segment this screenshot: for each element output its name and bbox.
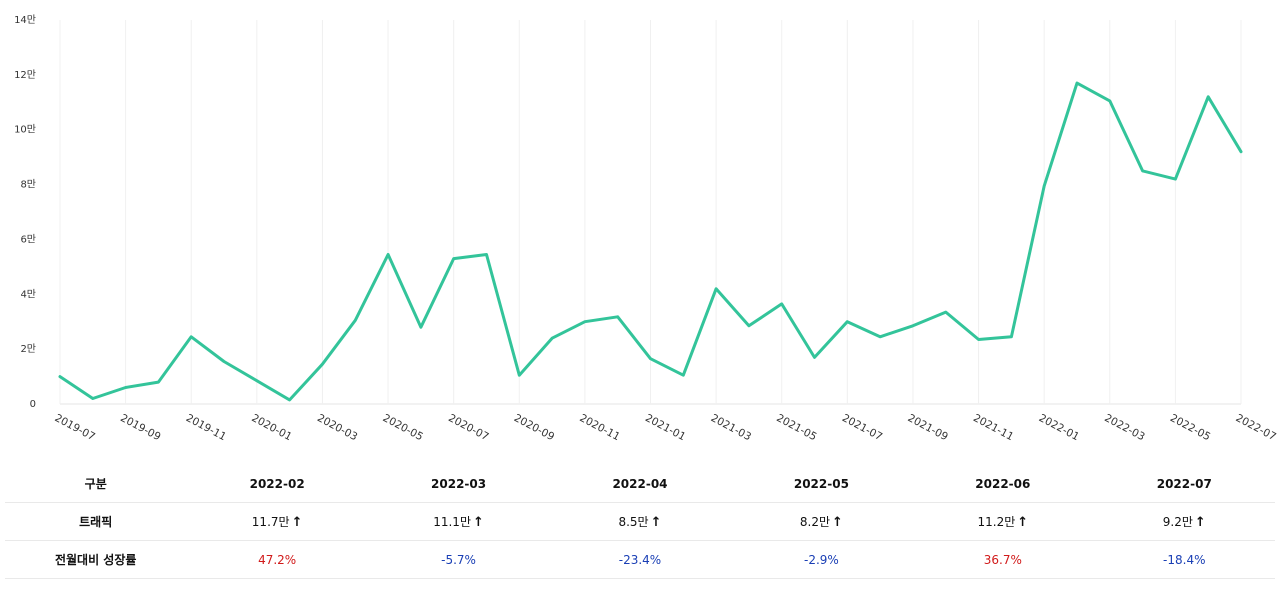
traffic-value: 11.1만 bbox=[433, 515, 471, 529]
row-label: 전월대비 성장률 bbox=[5, 540, 187, 579]
traffic-cell: 11.1만 ↑ bbox=[367, 502, 550, 541]
up-arrow-icon: ↑ bbox=[291, 515, 303, 530]
x-tick-label: 2019-07 bbox=[53, 412, 97, 443]
table-header-label: 구분 bbox=[5, 465, 187, 503]
y-tick-label: 14만 bbox=[14, 14, 36, 26]
growth-cell: 36.7% bbox=[912, 540, 1094, 579]
traffic-cell: 11.7만 ↑ bbox=[186, 502, 368, 541]
y-tick-label: 0 bbox=[30, 399, 36, 410]
x-tick-label: 2022-01 bbox=[1037, 412, 1081, 443]
x-tick-label: 2022-05 bbox=[1168, 412, 1212, 443]
x-axis: 2019-07 2019-09 2019-11 2020-01 2020-03 2020-… bbox=[53, 412, 1278, 443]
x-tick-label: 2021-05 bbox=[774, 412, 818, 443]
y-tick-label: 12만 bbox=[14, 69, 36, 81]
traffic-cell: 9.2만 ↑ bbox=[1093, 502, 1275, 541]
growth-cell: -23.4% bbox=[549, 540, 731, 579]
y-tick-label: 4만 bbox=[20, 288, 36, 300]
x-tick-label: 2020-07 bbox=[446, 412, 490, 443]
series-layer bbox=[58, 81, 1243, 402]
traffic-value: 8.5만 bbox=[618, 515, 649, 529]
traffic-value: 9.2만 bbox=[1162, 515, 1193, 529]
traffic-row: 트래픽 11.7만 ↑ 11.1만 ↑ 8.5만 ↑ 8.2만 ↑ 11.2만 ↑ 9.2… bbox=[5, 502, 1275, 541]
traffic-value: 8.2만 bbox=[799, 515, 830, 529]
x-tick-label: 2021-09 bbox=[906, 412, 950, 443]
column-header: 2022-03 bbox=[367, 465, 550, 503]
x-tick-label: 2020-03 bbox=[315, 412, 359, 443]
y-tick-label: 2만 bbox=[20, 343, 36, 355]
x-tick-label: 2021-07 bbox=[840, 412, 884, 443]
traffic-value: 11.7만 bbox=[251, 515, 290, 529]
traffic-value: 11.2만 bbox=[977, 515, 1016, 529]
growth-cell: -5.7% bbox=[367, 540, 550, 579]
traffic-cell: 8.2만 ↑ bbox=[730, 502, 913, 541]
column-header: 2022-05 bbox=[730, 465, 913, 503]
x-tick-label: 2020-01 bbox=[249, 412, 293, 443]
x-tick-label: 2022-03 bbox=[1102, 412, 1146, 443]
up-arrow-icon: ↑ bbox=[1194, 515, 1206, 530]
y-tick-label: 10만 bbox=[14, 124, 36, 136]
x-tick-label: 2021-03 bbox=[709, 412, 753, 443]
growth-row: 전월대비 성장률 47.2% -5.7% -23.4% -2.9% 36.7% … bbox=[5, 540, 1275, 579]
traffic-cell: 8.5만 ↑ bbox=[549, 502, 731, 541]
up-arrow-icon: ↑ bbox=[472, 515, 484, 530]
column-header: 2022-04 bbox=[549, 465, 731, 503]
x-tick-label: 2021-11 bbox=[971, 412, 1015, 443]
x-tick-label: 2020-09 bbox=[512, 412, 556, 443]
grid-layer bbox=[59, 20, 1242, 405]
growth-cell: 47.2% bbox=[186, 540, 368, 579]
growth-cell: -18.4% bbox=[1093, 540, 1275, 579]
up-arrow-icon: ↑ bbox=[832, 515, 843, 530]
x-tick-label: 2022-07 bbox=[1234, 412, 1278, 443]
row-label: 트래픽 bbox=[5, 502, 187, 541]
column-header: 2022-07 bbox=[1093, 465, 1275, 503]
x-tick-label: 2019-11 bbox=[184, 412, 228, 443]
x-tick-label: 2019-09 bbox=[118, 412, 162, 443]
table-header-row: 구분 2022-02 2022-03 2022-04 2022-05 2022-… bbox=[5, 465, 1275, 503]
column-header: 2022-06 bbox=[912, 465, 1094, 503]
y-axis: 0 2만 4만 6만 8만 10만 12만 14만 bbox=[14, 14, 36, 410]
column-header: 2022-02 bbox=[186, 465, 368, 503]
x-tick-label: 2020-11 bbox=[577, 412, 621, 443]
y-tick-label: 8만 bbox=[20, 179, 36, 191]
up-arrow-icon: ↑ bbox=[1017, 515, 1029, 530]
x-tick-label: 2021-01 bbox=[643, 412, 687, 443]
traffic-cell: 11.2만 ↑ bbox=[912, 502, 1094, 541]
y-tick-label: 6만 bbox=[20, 233, 36, 245]
traffic-line-chart: 0 2만 4만 6만 8만 10만 12만 14만 2019-07 2019-09 2019-11… bbox=[14, 14, 1278, 443]
x-tick-label: 2020-05 bbox=[381, 412, 425, 443]
traffic-series-line bbox=[58, 81, 1243, 402]
growth-cell: -2.9% bbox=[730, 540, 913, 579]
monthly-stats-table: 구분 2022-02 2022-03 2022-04 2022-05 2022-… bbox=[5, 465, 1275, 579]
up-arrow-icon: ↑ bbox=[650, 515, 662, 530]
